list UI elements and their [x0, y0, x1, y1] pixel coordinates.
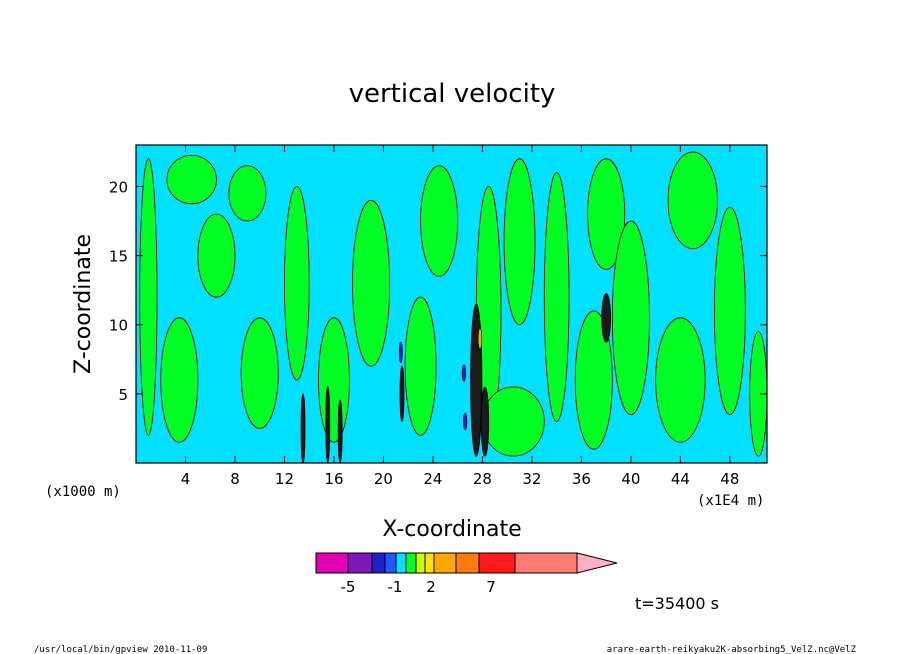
positive-region-13 [503, 158, 536, 326]
positive-region-10 [420, 165, 459, 277]
dense-contour-feature-3 [300, 393, 306, 463]
x-tick-label: 4 [181, 470, 191, 488]
y-tick-label: 20 [109, 178, 128, 196]
positive-region-9 [404, 296, 437, 436]
x-tick-label: 24 [423, 470, 442, 488]
x-tick-label: 8 [230, 470, 240, 488]
positive-region-7 [318, 317, 350, 443]
colorbar-tick-labels: -5 -1 2 7 [341, 578, 496, 596]
positive-region-12 [482, 386, 545, 457]
colorbar [315, 552, 618, 574]
updraft-core-0 [477, 327, 483, 350]
positive-region-2 [166, 154, 217, 205]
dense-contour-feature-2 [601, 293, 611, 343]
positive-region-20 [714, 206, 746, 416]
positive-region-4 [228, 165, 267, 222]
colorbar-swatch-11 [514, 552, 578, 574]
colorbar-extend-arrow [576, 552, 618, 574]
dense-contour-feature-4 [325, 385, 331, 463]
positive-region-17 [611, 220, 650, 416]
x-axis-ticks: 4 8 12 16 20 24 28 32 36 40 44 48 [181, 145, 739, 488]
positive-region-19 [667, 151, 718, 250]
positive-region-3 [197, 213, 236, 298]
x-tick-label: 44 [671, 470, 690, 488]
footer-left: /usr/local/bin/gpview 2010-11-09 [34, 645, 207, 654]
x-tick-label: 36 [572, 470, 591, 488]
dense-contour-feature-1 [480, 386, 490, 457]
footer-right: arare-earth-reikyaku2K-absorbing5_VelZ.n… [607, 645, 857, 654]
y-axis-title: Z-coordinate [71, 234, 96, 374]
colorbar-swatch-4 [395, 552, 407, 574]
x-tick-label: 28 [473, 470, 492, 488]
positive-region-0 [139, 158, 158, 436]
y-tick-label: 5 [118, 386, 128, 404]
colorbar-swatch-0 [315, 552, 349, 574]
y-unit-label: (x1000 m) [45, 484, 121, 500]
colorbar-swatch-2 [371, 552, 386, 574]
x-tick-label: 12 [275, 470, 294, 488]
colorbar-label: 2 [426, 578, 436, 596]
x-tick-label: 20 [374, 470, 393, 488]
downdraft-core-1 [398, 341, 403, 364]
colorbar-swatch-8 [433, 552, 457, 574]
colorbar-swatch-7 [424, 552, 435, 574]
dense-contour-feature-0 [470, 303, 483, 457]
downdraft-core-2 [462, 412, 468, 431]
positive-region-15 [574, 310, 613, 450]
strong-velocity-features [300, 293, 611, 463]
time-label: t=35400 s [635, 594, 719, 613]
positive-region-16 [587, 158, 626, 270]
positive-region-21 [749, 331, 767, 457]
downdraft-core-0 [461, 364, 467, 382]
dense-contour-feature-6 [399, 365, 405, 423]
contour-field [136, 145, 767, 463]
colorbar-swatch-5 [405, 552, 417, 574]
positive-region-1 [160, 317, 199, 443]
colorbar-label: -5 [341, 578, 356, 596]
x-tick-label: 32 [522, 470, 541, 488]
y-axis-ticks: 5 10 15 20 [109, 178, 767, 404]
y-tick-label: 10 [109, 317, 128, 335]
positive-region-5 [240, 317, 279, 429]
positive-region-14 [543, 172, 570, 422]
plot-frame [135, 144, 768, 464]
colorbar-swatch-6 [415, 552, 426, 574]
colorbar-swatch-9 [455, 552, 480, 574]
colorbar-swatch-1 [347, 552, 373, 574]
colorbar-label: -1 [388, 578, 403, 596]
positive-region-18 [655, 317, 706, 443]
chart-title: vertical velocity [349, 79, 556, 109]
positive-velocity-regions [139, 151, 767, 457]
colorbar-swatch-3 [384, 552, 397, 574]
x-axis-title: X-coordinate [382, 517, 521, 542]
x-tick-label: 16 [324, 470, 343, 488]
dense-contour-feature-5 [337, 399, 343, 463]
x-unit-label: (x1E4 m) [697, 493, 764, 509]
positive-region-8 [352, 199, 391, 367]
x-tick-label: 40 [621, 470, 640, 488]
positive-region-6 [284, 186, 310, 381]
colorbar-label: 7 [486, 578, 496, 596]
y-tick-label: 15 [109, 248, 128, 266]
x-tick-label: 48 [720, 470, 739, 488]
colorbar-swatch-10 [478, 552, 516, 574]
